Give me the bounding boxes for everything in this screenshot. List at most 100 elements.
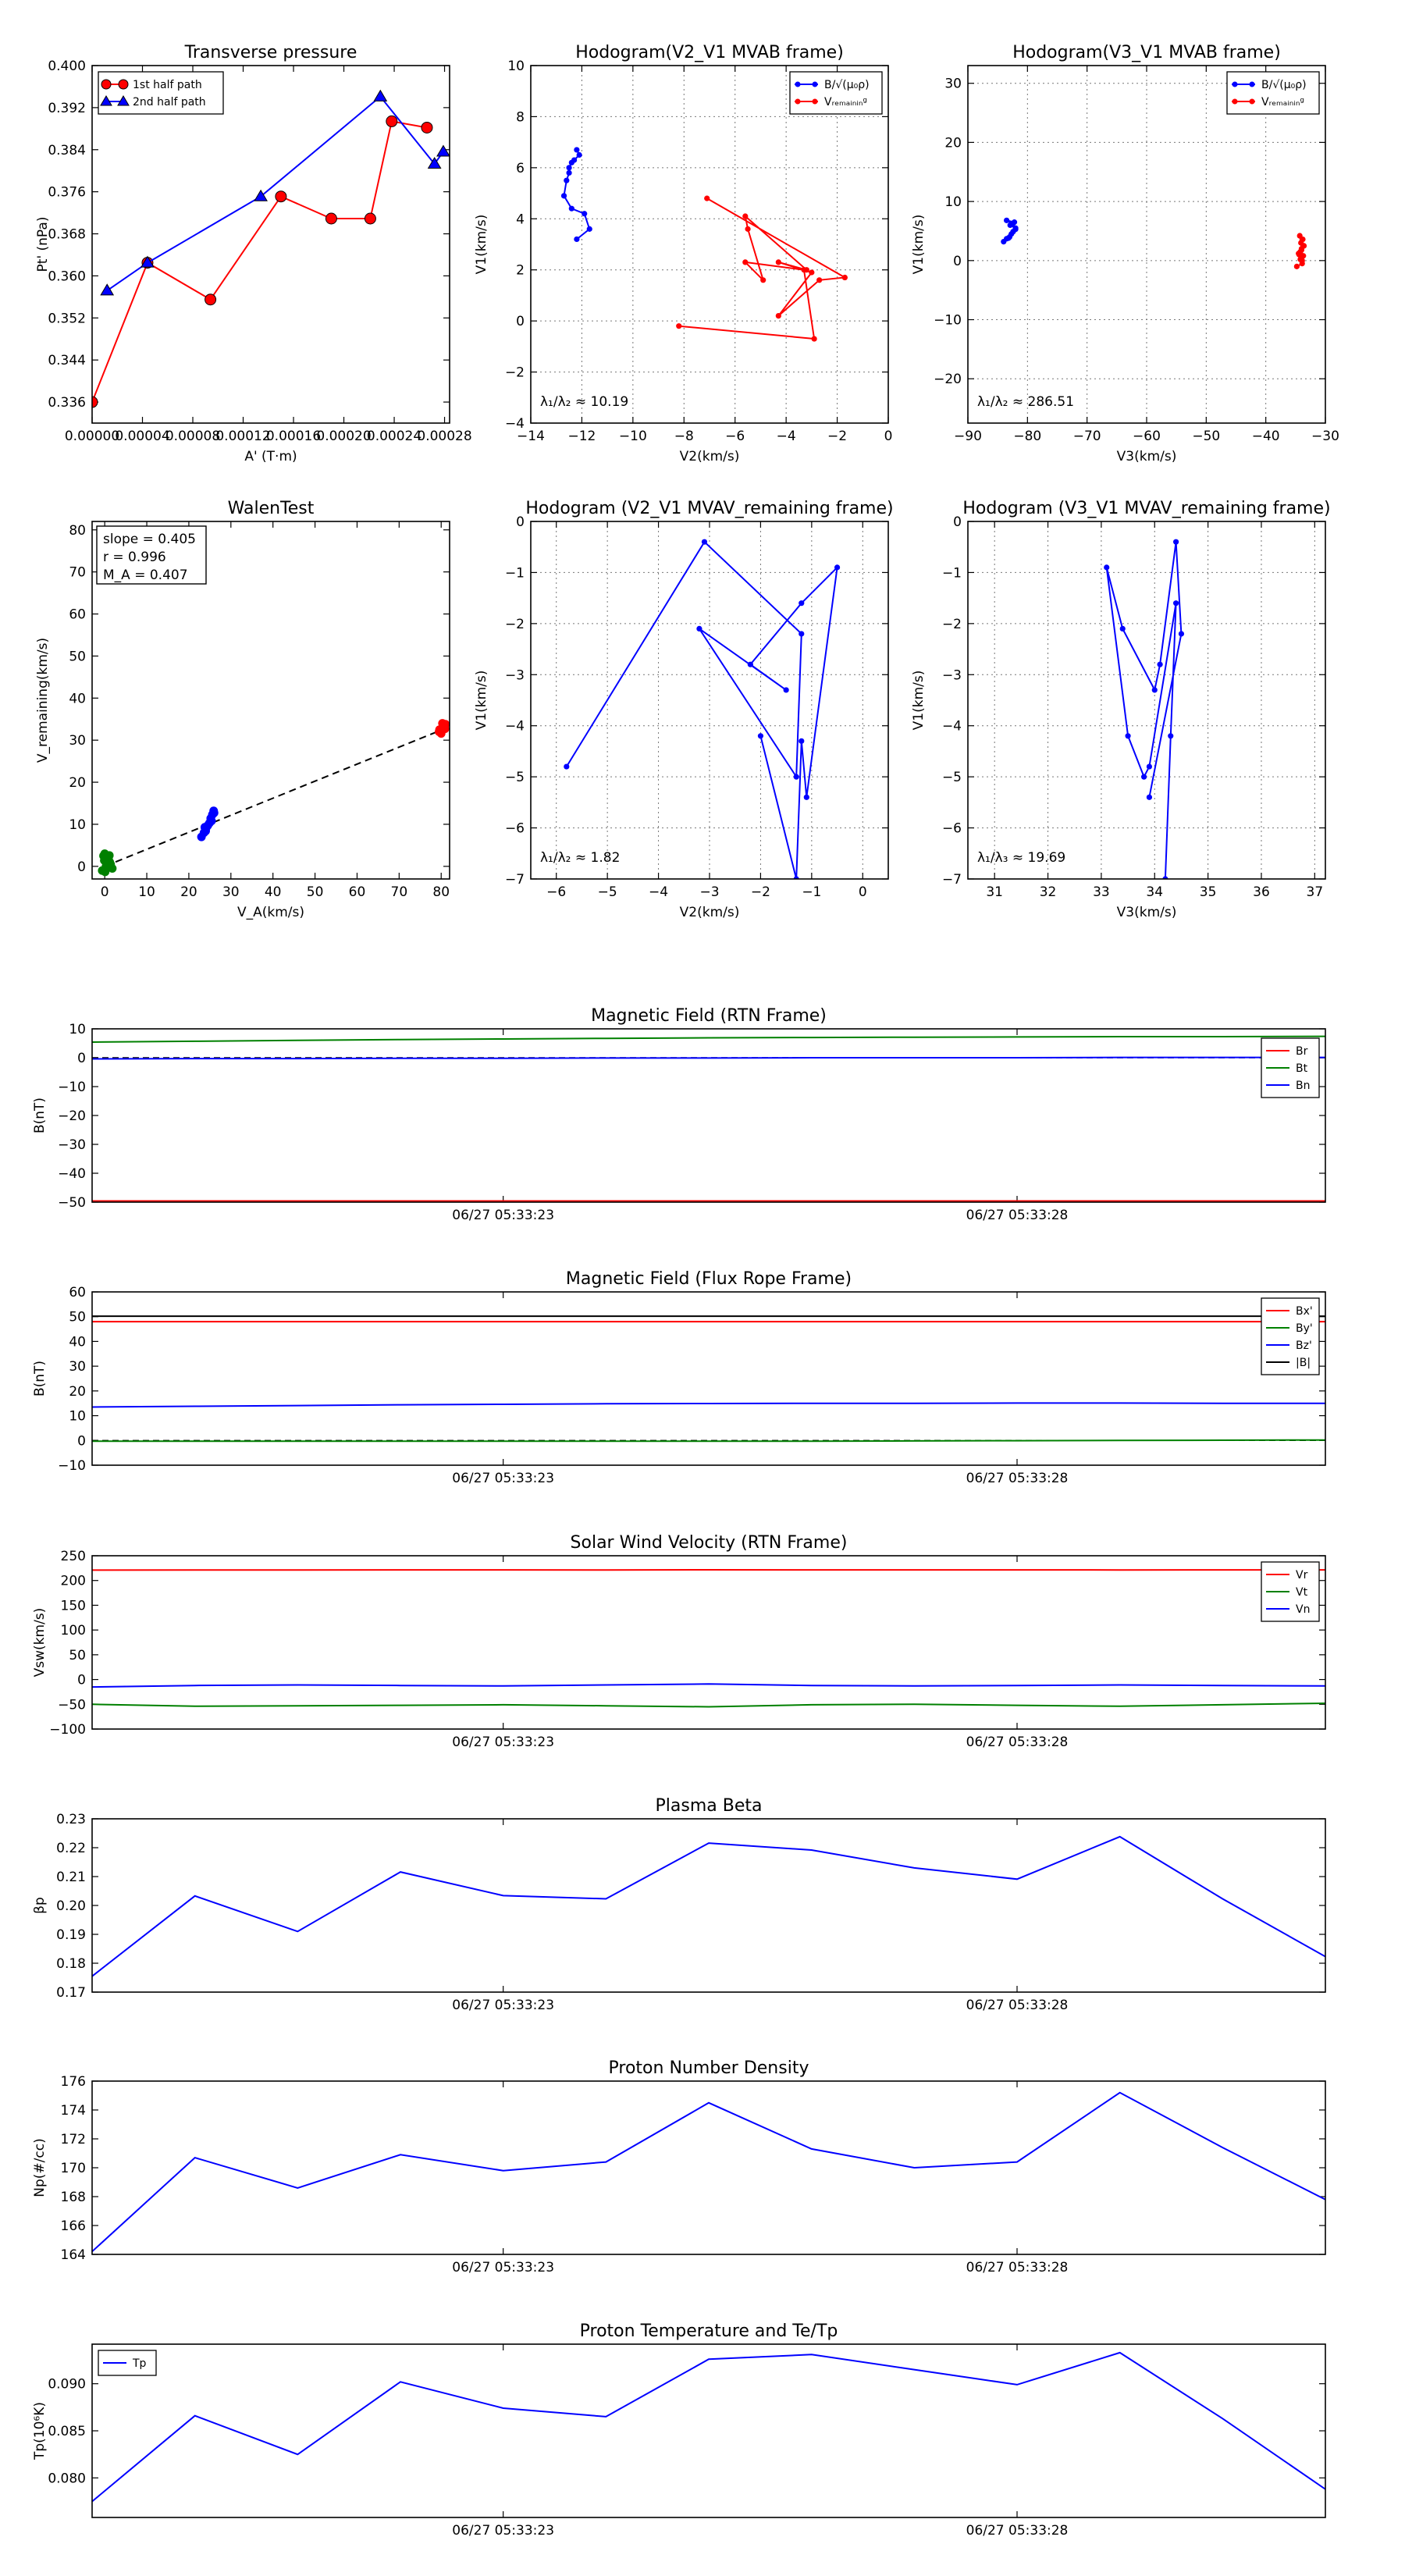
data-point [816,277,823,283]
legend-label: 1st half path [133,79,202,91]
annotation-text: r = 0.996 [103,550,166,565]
x-tick-label: −60 [1133,429,1161,444]
eigenvalue-ratio-annotation: λ₁/λ₂ ≈ 10.19 [540,394,628,410]
x-tick-label: 0.00004 [115,429,169,444]
data-point [1151,687,1158,693]
chart-title: Transverse pressure [184,43,357,62]
legend-marker [812,81,818,87]
chart-hodogram-v2-v1-mvab: −14 −12 −10 −8 −6 −4 −2 0 −4 −2 0 2 4 6 8 10 Hodogram(V2… [474,43,892,464]
x-tick-label: 35 [1200,884,1217,900]
y-tick-label: 50 [69,1310,86,1325]
y-tick-label: 40 [69,691,86,706]
y-tick-label: 0 [77,1433,86,1449]
x-tick-label: 80 [432,884,450,900]
plot-area [92,1035,1325,1202]
y-tick-label: 0.344 [48,353,86,368]
x-tick-label: 0.00016 [266,429,321,444]
legend-label: Vr [1296,1569,1308,1582]
data-point [421,121,433,133]
data-point [566,165,572,171]
chart-title: Solar Wind Velocity (RTN Frame) [571,1533,848,1553]
y-tick-label: 0.19 [56,1927,86,1943]
x-tick-label: 60 [349,884,366,900]
legend-label: Vᵣₑₘₐᵢₙᵢₙᵍ [824,96,867,109]
y-tick-label: 2 [516,263,525,279]
x-tick-label: 0.00000 [65,429,119,444]
data-point [568,205,574,212]
plot-area [98,719,450,877]
x-tick-label: −4 [649,884,668,900]
data-point [92,396,98,408]
y-tick-label: 6 [516,161,525,176]
x-tick-label: −14 [517,429,545,444]
x-tick-label: 06/27 05:33:28 [966,1998,1069,2013]
x-tick-label: 06/27 05:33:23 [452,1735,554,1750]
x-tick-label: −12 [567,429,596,444]
x-tick-label: −90 [954,429,982,444]
x-tick-label: −1 [802,884,821,900]
legend-marker [101,79,112,90]
data-point [386,115,398,127]
data-point [564,763,570,770]
legend: Bx' By' Bz' |B| [1261,1297,1320,1375]
y-tick-label: 0.376 [48,185,86,201]
plot-frame [91,2343,1326,2518]
data-point [696,625,702,632]
x-axis-label: V2(km/s) [680,905,740,920]
y-tick-label: −7 [942,872,962,888]
annotation-text: M_A = 0.407 [103,568,188,583]
data-point [803,794,809,800]
y-tick-label: −7 [505,872,525,888]
y-tick-label: 164 [61,2247,86,2263]
y-tick-label: −10 [58,1458,86,1474]
x-tick-label: 50 [307,884,324,900]
x-tick-label: 30 [222,884,240,900]
x-tick-label: 0.00020 [316,429,371,444]
y-tick-label: 0.18 [56,1956,86,1972]
y-tick-label: 0.17 [56,1985,86,2001]
series-line-1st half path [92,120,428,403]
y-tick-label: 0.400 [48,59,86,74]
legend-label: Vt [1296,1586,1308,1599]
y-tick-label: 176 [61,2074,86,2090]
y-tick-label: −6 [942,821,962,837]
legend-marker [1249,98,1255,105]
x-tick-label: 36 [1253,884,1270,900]
chart-plasma-beta: 06/27 05:33:23 06/27 05:33:28 0.17 0.18 0.19… [32,1796,1326,2013]
plot-frame [91,521,450,880]
legend-frame [98,71,224,115]
annotation-box [96,525,207,585]
x-tick-label: −3 [699,884,719,900]
data-point [775,313,781,319]
y-tick-label: 40 [69,1334,86,1350]
data-point [564,177,570,183]
plot-area [564,539,841,879]
legend-marker [812,98,818,105]
y-tick-label: −5 [942,770,962,785]
data-point [747,661,753,667]
plot-frame [91,1291,1326,1466]
series-line-beta [92,1835,1325,1977]
y-tick-label: 0.090 [48,2377,86,2393]
series-line-hodogram [1105,542,1183,879]
legend: B/√(μ₀ρ) Vᵣₑₘₐᵢₙᵢₙᵍ [1226,71,1320,115]
y-tick-label: 70 [69,565,86,581]
plot-frame [91,2080,1326,2255]
data-point [1012,226,1019,233]
data-point [1293,263,1300,269]
legend-label: |B| [1296,1357,1311,1369]
data-point [571,157,578,163]
y-tick-label: 100 [61,1623,86,1638]
chart-proton-temperature: 06/27 05:33:23 06/27 05:33:28 0.080 0.085 0.… [32,2322,1326,2539]
data-point [1004,236,1010,242]
data-point [1172,539,1179,545]
legend-label: Br [1296,1045,1308,1058]
y-tick-label: 10 [507,59,525,74]
chart-title: Proton Number Density [609,2058,809,2078]
y-tick-label: 30 [944,76,962,92]
legend: Vr Vt Vn [1261,1561,1320,1622]
plot-frame [967,65,1326,424]
data-point [775,259,781,265]
y-axis-label: βp [32,1897,48,1914]
